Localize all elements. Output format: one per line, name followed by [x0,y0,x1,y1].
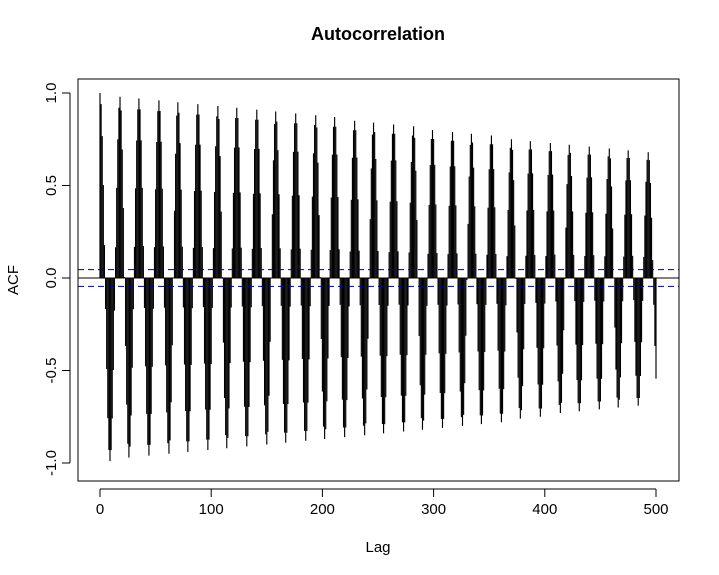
y-axis: -1.0 -0.5 0.0 0.5 1.0 [43,83,71,476]
acf-bars [99,93,657,462]
y-axis-label: ACF [5,265,22,295]
y-tick-label: -0.5 [43,358,60,384]
x-tick-label: 0 [96,501,104,518]
y-tick-label: 0.0 [43,268,60,289]
x-axis: 0 100 200 300 400 500 [96,488,669,518]
x-tick-label: 400 [532,501,557,518]
x-tick-label: 100 [199,501,224,518]
x-tick-label: 300 [421,501,446,518]
chart-title: Autocorrelation [311,24,445,44]
x-tick-label: 200 [310,501,335,518]
y-tick-label: -1.0 [43,450,60,476]
y-tick-label: 1.0 [43,83,60,104]
y-tick-label: 0.5 [43,175,60,196]
reference-lines [78,269,679,287]
x-tick-label: 500 [643,501,668,518]
plot-box [77,78,680,482]
x-axis-label: Lag [365,539,390,556]
